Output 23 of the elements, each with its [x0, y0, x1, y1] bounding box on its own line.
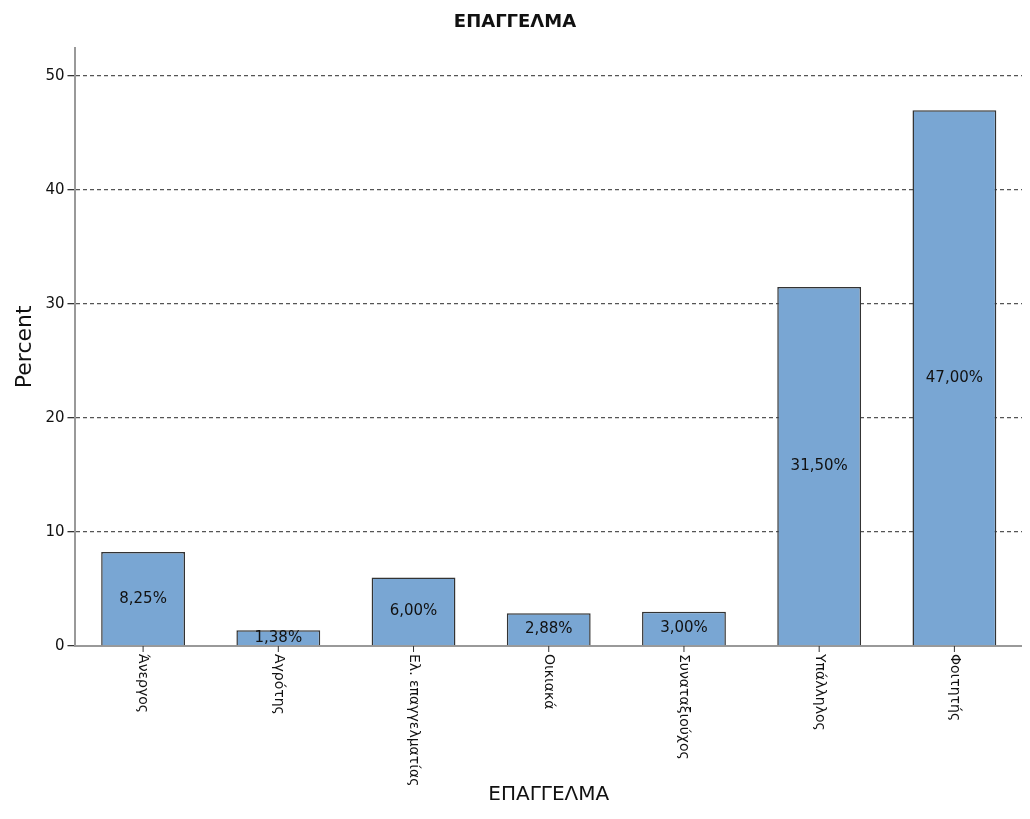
data-label: 6,00%	[389, 601, 438, 620]
x-tick-label: Αγρότης	[271, 654, 288, 715]
y-tick-label: 0	[54, 635, 65, 654]
data-label: 8,25%	[119, 588, 167, 607]
y-tick-label: 20	[45, 407, 65, 426]
x-tick-label: Συναταξιούχος	[677, 654, 694, 760]
y-tick-label: 50	[45, 65, 65, 84]
x-tick-label: Ελ. επαγγελματίας	[406, 654, 423, 787]
data-label: 1,38%	[254, 627, 303, 646]
y-tick-label: 40	[45, 179, 65, 198]
y-tick-label: 10	[45, 521, 65, 540]
chart-title: ΕΠΑΓΓΕΛΜΑ	[453, 10, 577, 32]
data-label: 2,88%	[524, 619, 573, 638]
y-axis-title: Percent	[10, 305, 36, 389]
x-axis-title: ΕΠΑΓΓΕΛΜΑ	[488, 781, 610, 806]
x-tick-label: Οικιακά	[542, 654, 559, 710]
x-tick-label: Φοιτητής	[947, 654, 964, 722]
data-label: 3,00%	[660, 618, 708, 637]
data-label: 47,00%	[925, 367, 983, 386]
x-tick-label: Άνεργος	[136, 654, 153, 714]
x-tick-label: Υπάλληλος	[812, 653, 829, 731]
data-label: 31,50%	[790, 456, 848, 475]
y-tick-label: 30	[45, 293, 65, 312]
